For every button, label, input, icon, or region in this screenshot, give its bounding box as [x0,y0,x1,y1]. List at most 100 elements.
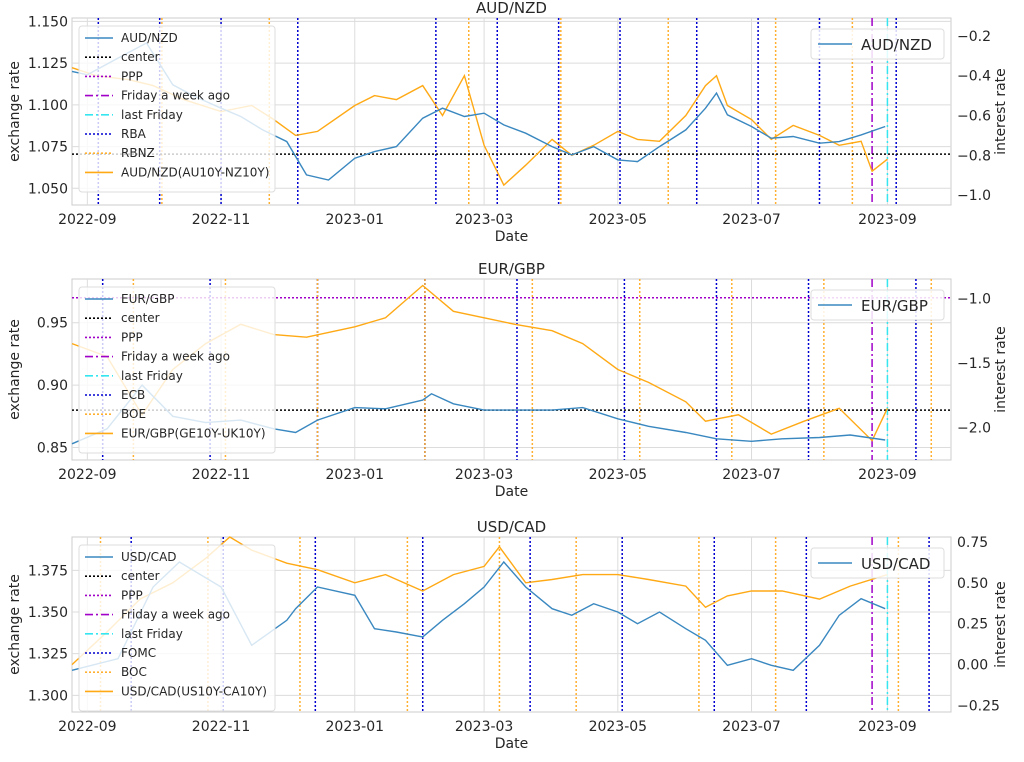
y-left-tick-label: 0.95 [37,316,68,332]
x-tick-label: 2022-11 [192,719,251,735]
legend-entry: center [121,569,160,583]
legend-right-box [810,547,945,579]
x-tick-label: 2023-03 [455,719,514,735]
y-left-tick-label: 0.90 [37,378,68,394]
legend-entry: AUD/NZD [861,36,932,54]
x-axis-label: Date [495,229,528,245]
x-tick-label: 2023-09 [858,719,917,735]
legend-entry: BOC [121,665,147,679]
x-tick-label: 2023-01 [326,719,385,735]
legend-left: EUR/GBP center PPP Friday a week ago last Fr… [78,286,276,454]
x-tick-label: 2023-05 [589,467,648,483]
y-right-tick-label: −0.6 [957,108,991,124]
y-left-axis-label: exchange rate [7,61,23,162]
panel-eur-gbp: 2022-09 2022-11 2023-01 2023-03 2023-05 2023-… [7,260,1009,500]
y-left-axis-label: exchange rate [7,319,23,420]
x-tick-label: 2022-09 [58,212,117,228]
legend-entry: Friday a week ago [121,350,230,364]
x-tick-label: 2023-09 [858,467,917,483]
legend-left-box [78,544,276,712]
legend-entry: PPP [121,330,143,344]
x-tick-label: 2022-09 [58,467,117,483]
x-tick-label: 2023-09 [858,212,917,228]
y-right-tick-label: −1.0 [957,291,991,307]
x-tick-label: 2023-03 [455,467,514,483]
x-tick-label: 2022-11 [192,212,251,228]
legend-entry: FOMC [121,646,156,660]
x-tick-label: 2023-05 [589,212,648,228]
legend-entry: AUD/NZD(AU10Y-NZ10Y) [121,165,269,179]
y-left-tick-label: 1.325 [28,647,68,663]
y-left-tick-label: 1.150 [28,14,68,30]
legend-left-box [78,25,276,193]
legend-left: USD/CAD center PPP Friday a week ago last Fr… [78,544,276,712]
legend-entry: PPP [121,69,143,83]
x-tick-label: 2023-07 [722,212,781,228]
x-tick-label: 2022-11 [192,467,251,483]
legend-left-box [78,286,276,454]
y-right-tick-label: 0.75 [957,535,988,551]
x-tick-label: 2023-01 [326,467,385,483]
legend-entry: last Friday [121,369,183,383]
legend-entry: EUR/GBP [121,292,175,306]
y-left-tick-label: 1.350 [28,605,68,621]
legend-right: USD/CAD [810,547,945,579]
y-left-tick-label: 1.050 [28,181,68,197]
y-left-tick-label: 1.375 [28,563,68,579]
legend-entry: PPP [121,588,143,602]
chart-title: EUR/GBP [478,260,545,278]
legend-right-box [810,28,945,60]
legend-right: EUR/GBP [810,289,945,321]
x-tick-label: 2023-05 [589,719,648,735]
y-right-tick-label: −2.0 [957,421,991,437]
y-left-tick-label: 1.075 [28,140,68,156]
x-axis-label: Date [495,484,528,500]
y-left-tick-label: 1.125 [28,56,68,72]
y-left-tick-label: 1.300 [28,688,68,704]
legend-entry: ECB [121,388,145,402]
legend-entry: RBA [121,127,147,141]
chart-title: AUD/NZD [476,0,547,17]
y-right-tick-label: −1.0 [957,188,991,204]
y-left-tick-label: 1.100 [28,98,68,114]
legend-entry: Friday a week ago [121,89,230,103]
x-axis-label: Date [495,736,528,752]
legend-entry: RBNZ [121,146,155,160]
legend-entry: EUR/GBP [861,297,928,315]
x-tick-label: 2023-07 [722,719,781,735]
y-right-tick-label: −0.2 [957,29,991,45]
y-right-axis-label: interest rate [993,581,1009,668]
y-right-axis-label: interest rate [993,68,1009,155]
y-right-tick-label: 0.25 [957,617,988,633]
y-right-tick-label: 0.00 [957,658,988,674]
y-left-tick-label: 0.85 [37,441,68,457]
y-right-tick-label: −0.4 [957,69,991,85]
y-right-tick-label: 0.50 [957,576,988,592]
y-right-tick-label: −0.25 [957,698,1000,714]
legend-entry: last Friday [121,627,183,641]
panel-usd-cad: 2022-09 2022-11 2023-01 2023-03 2023-05 2023-… [7,518,1009,752]
legend-entry: AUD/NZD [121,31,178,45]
x-tick-label: 2022-09 [58,719,117,735]
chart-title: USD/CAD [477,518,546,536]
legend-entry: USD/CAD(US10Y-CA10Y) [121,684,267,698]
legend-entry: EUR/GBP(GE10Y-UK10Y) [121,426,266,440]
legend-entry: USD/CAD [861,555,930,573]
x-tick-label: 2023-01 [326,212,385,228]
x-tick-label: 2023-07 [722,467,781,483]
legend-entry: USD/CAD [121,550,177,564]
y-left-axis-label: exchange rate [7,574,23,675]
y-right-axis-label: interest rate [993,326,1009,413]
legend-entry: last Friday [121,108,183,122]
legend-entry: BOE [121,407,146,421]
y-right-tick-label: −1.5 [957,356,991,372]
legend-entry: Friday a week ago [121,608,230,622]
legend-entry: center [121,311,160,325]
legend-right: AUD/NZD [810,28,945,60]
y-right-tick-label: −0.8 [957,148,991,164]
legend-left: AUD/NZD center PPP Friday a week ago last Fr… [78,25,276,193]
x-tick-label: 2023-03 [455,212,514,228]
legend-right-box [810,289,945,321]
legend-entry: center [121,50,160,64]
